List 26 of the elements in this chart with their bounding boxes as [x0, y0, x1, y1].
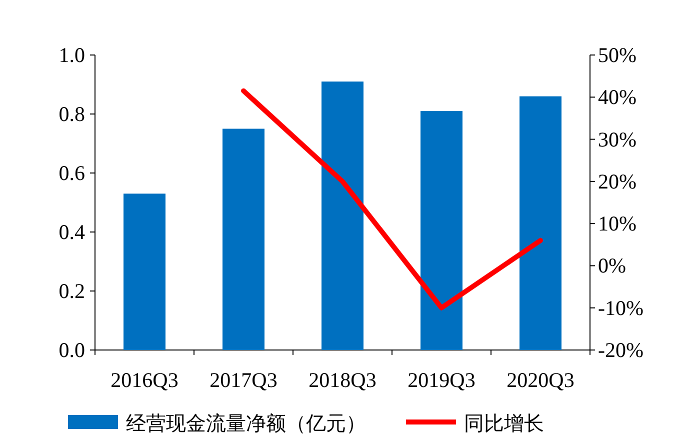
y-tick-label: 0.4 [58, 220, 86, 244]
y2-tick-label: 30% [598, 127, 636, 152]
x-tick-label: 2019Q3 [408, 368, 476, 392]
y2-tick-label: 0% [598, 254, 626, 278]
bar [322, 82, 364, 350]
y2-tick-label: 20% [598, 169, 636, 194]
y-tick-label: 0.2 [58, 279, 85, 303]
y2-tick-label: -10% [598, 296, 644, 320]
bar [124, 194, 166, 350]
x-tick-label: 2017Q3 [210, 368, 278, 392]
y-tick-label: 0.8 [58, 102, 85, 126]
x-tick-label: 2018Q3 [308, 368, 376, 392]
y-tick-label: 0.6 [58, 161, 85, 185]
bar [222, 128, 264, 350]
bar [420, 111, 462, 350]
y2-tick-label: -20% [598, 338, 644, 362]
legend-label: 经营现金流量净额（亿元） [126, 411, 366, 435]
x-tick-label: 2016Q3 [110, 368, 178, 392]
y-tick-label: 0.0 [58, 338, 85, 362]
bar [520, 96, 562, 350]
x-tick-label: 2020Q3 [506, 368, 574, 392]
y2-tick-label: 50% [598, 43, 636, 67]
y-tick-label: 1.0 [58, 43, 85, 67]
y2-tick-label: 40% [598, 85, 636, 110]
y2-tick-label: 10% [598, 212, 636, 236]
legend-label: 同比增长 [464, 411, 544, 435]
